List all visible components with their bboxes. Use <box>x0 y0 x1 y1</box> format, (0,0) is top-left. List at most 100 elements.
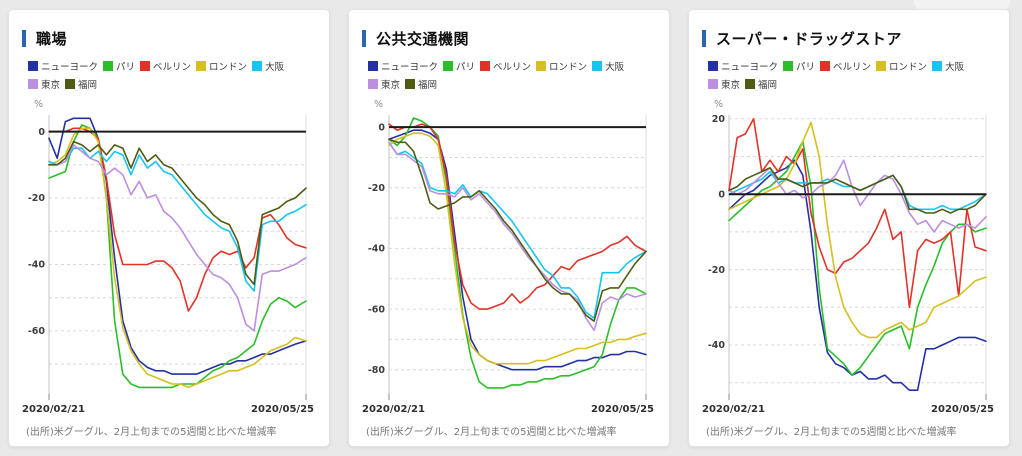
legend-public-transit: ニューヨーク パリ ベルリン ロンドン 大阪 東京 福岡 <box>368 59 656 91</box>
y-axis-unit-label: % <box>34 99 44 110</box>
legend-swatch-tokyo <box>368 79 378 89</box>
legend-item-paris: パリ <box>783 59 815 73</box>
legend-item-new-york: ニューヨーク <box>368 59 438 73</box>
y-tick-label: 0 <box>378 122 385 133</box>
legend-swatch-osaka <box>932 61 943 71</box>
card-header: 公共交通機関 <box>362 28 656 49</box>
y-tick-label: -20 <box>28 193 46 204</box>
line-paris <box>388 117 647 389</box>
title-accent-bar <box>362 30 366 47</box>
legend-label-tokyo: 東京 <box>41 80 61 91</box>
legend-label-paris: パリ <box>796 62 816 73</box>
legend-item-osaka: 大阪 <box>932 59 964 73</box>
legend-item-tokyo: 東京 <box>368 77 400 91</box>
y-tick-label: -80 <box>368 365 386 376</box>
x-tick-label-end: 2020/05/25 <box>591 404 654 415</box>
x-tick-label-start: 2020/02/21 <box>362 404 425 415</box>
y-tick-label: -40 <box>368 244 386 255</box>
legend-label-london: ロンドン <box>889 62 928 73</box>
line-fukuoka <box>388 138 647 322</box>
x-tick-label-end: 2020/05/25 <box>931 404 994 415</box>
legend-supermarket-drugstore: ニューヨーク パリ ベルリン ロンドン 大阪東京 福岡 <box>708 59 996 91</box>
legend-swatch-tokyo <box>708 79 718 89</box>
legend-swatch-paris <box>443 61 454 71</box>
legend-label-fukuoka: 福岡 <box>418 80 438 91</box>
legend-label-berlin: ベルリン <box>153 62 192 73</box>
source-note: (出所)米グーグル、2月上旬までの5週間と比べた増減率 <box>366 427 617 438</box>
legend-item-osaka: 大阪 <box>252 59 284 73</box>
line-osaka <box>48 147 307 292</box>
legend-swatch-fukuoka <box>65 79 76 89</box>
y-axis-unit-label: % <box>714 99 724 110</box>
legend-item-london: ロンドン <box>876 59 927 73</box>
line-new-york <box>48 117 307 375</box>
title-accent-bar <box>702 30 706 47</box>
legend-item-paris: パリ <box>103 59 135 73</box>
legend-swatch-london <box>876 61 887 71</box>
legend-label-paris: パリ <box>116 62 136 73</box>
legend-item-berlin: ベルリン <box>140 59 191 73</box>
chart-title-workplace: 職場 <box>36 30 68 48</box>
legend-label-tokyo: 東京 <box>381 80 401 91</box>
legend-item-new-york: ニューヨーク <box>28 59 98 73</box>
legend-label-london: ロンドン <box>209 62 248 73</box>
legend-swatch-london <box>196 61 207 71</box>
legend-swatch-new-york <box>368 61 378 71</box>
line-london <box>388 132 647 365</box>
legend-label-berlin: ベルリン <box>833 62 872 73</box>
chart-card-workplace: 職場 ニューヨーク パリ ベルリン ロンドン 大阪 東京 福岡 % 0 -20 -40 -60 20… <box>8 9 330 447</box>
legend-label-new-york: ニューヨーク <box>381 62 439 73</box>
top-right-partial-element <box>914 0 1010 10</box>
y-tick-label: -40 <box>708 340 726 351</box>
line-fukuoka <box>48 140 307 286</box>
legend-label-new-york: ニューヨーク <box>721 62 779 73</box>
title-accent-bar <box>22 30 26 47</box>
legend-item-tokyo: 東京 <box>708 77 740 91</box>
x-tick-label-start: 2020/02/21 <box>22 404 85 415</box>
y-tick-label: -20 <box>708 265 726 276</box>
y-tick-label: -60 <box>28 326 46 337</box>
line-paris <box>728 140 987 376</box>
line-tokyo <box>48 144 307 332</box>
source-note: (出所)米グーグル、2月上旬までの5週間と比べた増減率 <box>26 427 277 438</box>
legend-item-berlin: ベルリン <box>480 59 531 73</box>
chart-card-public-transit: 公共交通機関 ニューヨーク パリ ベルリン ロンドン 大阪 東京 福岡 % 0 -20 -40 -… <box>348 9 670 447</box>
line-london <box>48 127 307 389</box>
chart-title-public-transit: 公共交通機関 <box>376 30 470 48</box>
line-chart-supermarket-drugstore: 20 0 -20 -40 2020/02/21 2020/05/25 <box>702 114 994 415</box>
legend-label-osaka: 大阪 <box>265 62 285 73</box>
legend-item-berlin: ベルリン <box>820 59 871 73</box>
legend-item-paris: パリ <box>443 59 475 73</box>
line-chart-public-transit: 0 -20 -40 -60 -80 2020/02/21 2020/05/25 <box>362 115 654 415</box>
legend-label-osaka: 大阪 <box>605 62 625 73</box>
legend-item-london: ロンドン <box>196 59 247 73</box>
legend-item-tokyo: 東京 <box>28 77 60 91</box>
line-osaka <box>388 141 647 319</box>
legend-swatch-berlin <box>140 61 151 71</box>
line-fukuoka <box>728 166 987 214</box>
chart-title-supermarket-drugstore: スーパー・ドラッグストア <box>716 30 902 48</box>
legend-swatch-london <box>536 61 547 71</box>
y-tick-label: -60 <box>368 304 386 315</box>
y-tick-label: 20 <box>712 114 726 125</box>
line-tokyo <box>388 141 647 332</box>
line-chart-workplace: 0 -20 -40 -60 2020/02/21 2020/05/25 <box>22 115 314 415</box>
legend-swatch-new-york <box>708 61 718 71</box>
y-axis-unit-label: % <box>374 99 384 110</box>
legend-swatch-tokyo <box>28 79 38 89</box>
y-tick-label: -40 <box>28 260 46 271</box>
legend-label-fukuoka: 福岡 <box>758 80 778 91</box>
x-tick-label-end: 2020/05/25 <box>251 404 314 415</box>
x-tick-label-start: 2020/02/21 <box>702 404 765 415</box>
legend-swatch-berlin <box>480 61 491 71</box>
legend-label-new-york: ニューヨーク <box>41 62 99 73</box>
card-header: スーパー・ドラッグストア <box>702 28 996 49</box>
chart-card-supermarket-drugstore: スーパー・ドラッグストア ニューヨーク パリ ベルリン ロンドン 大阪東京 福岡 % 20… <box>688 9 1010 447</box>
legend-label-paris: パリ <box>456 62 476 73</box>
legend-item-fukuoka: 福岡 <box>65 77 97 91</box>
source-note: (出所)米グーグル、2月上旬までの5週間と比べた増減率 <box>706 427 957 438</box>
line-tokyo <box>728 159 987 233</box>
legend-swatch-berlin <box>820 61 831 71</box>
legend-item-new-york: ニューヨーク <box>708 59 778 73</box>
card-header: 職場 <box>22 28 316 49</box>
